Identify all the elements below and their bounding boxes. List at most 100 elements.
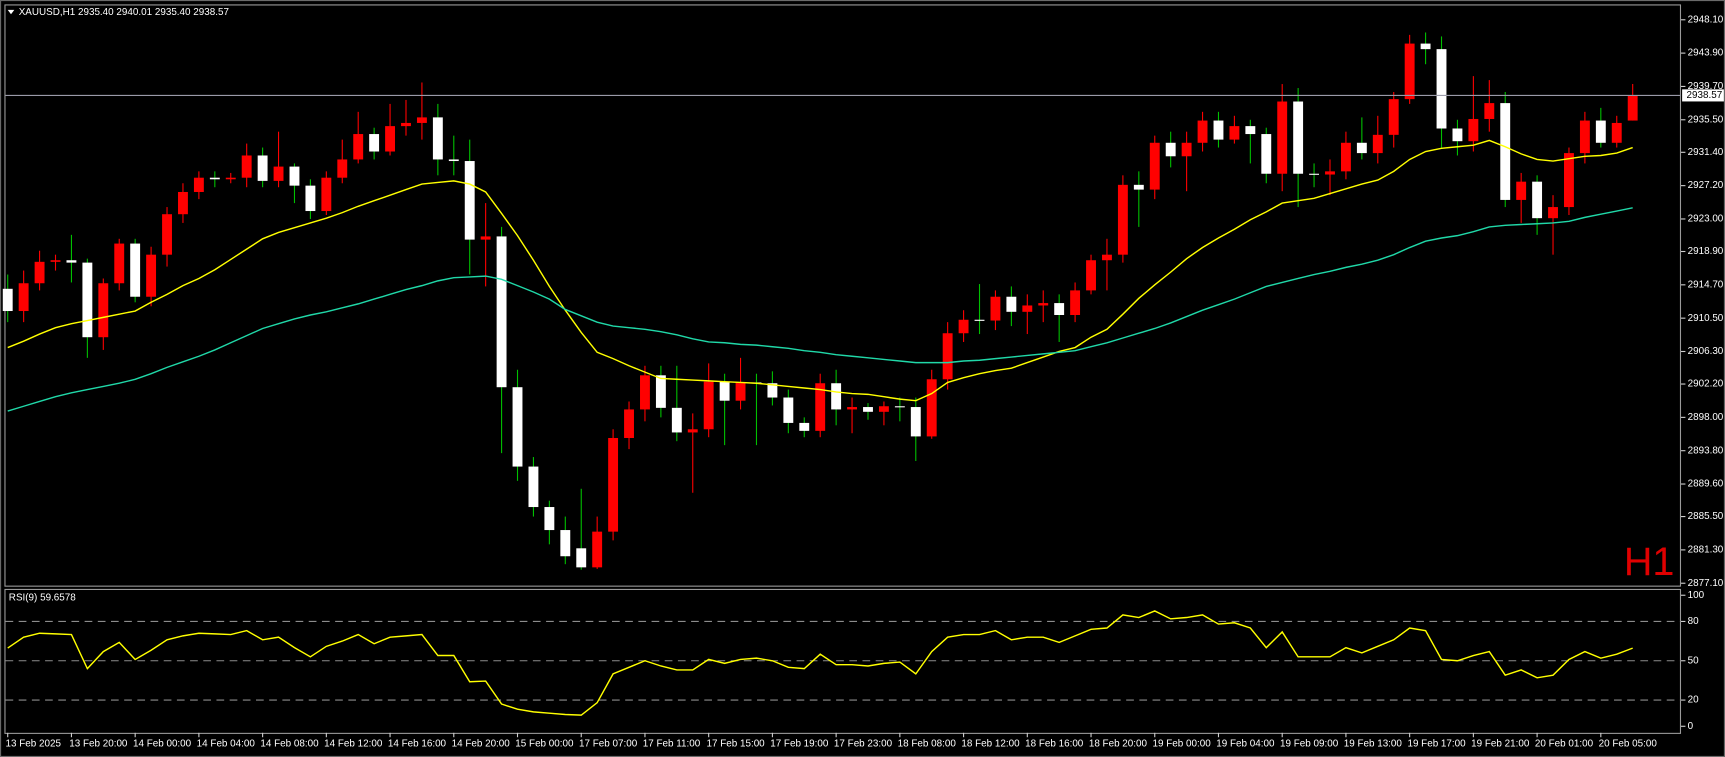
candle-body xyxy=(735,382,746,401)
candle-body xyxy=(1293,101,1304,174)
y-tick-label: 2910.50 xyxy=(1688,313,1724,324)
candle-body xyxy=(289,166,300,186)
candle-body xyxy=(655,375,666,408)
x-tick-label: 13 Feb 20:00 xyxy=(69,738,128,749)
candle-body xyxy=(130,243,141,297)
x-tick-label: 20 Feb 05:00 xyxy=(1599,738,1658,749)
candle-body xyxy=(1229,126,1240,140)
x-tick-label: 19 Feb 00:00 xyxy=(1153,738,1212,749)
candle-body xyxy=(942,333,953,380)
y-tick-label: 2939.70 xyxy=(1688,81,1724,92)
y-tick-label: 2889.60 xyxy=(1688,479,1724,490)
candle-body xyxy=(767,383,778,398)
candle-body xyxy=(146,254,157,297)
x-tick-label: 14 Feb 12:00 xyxy=(324,738,383,749)
candle-body xyxy=(592,531,603,568)
y-tick-label: 80 xyxy=(1688,616,1699,627)
candle-body xyxy=(464,161,475,240)
candle-body xyxy=(719,381,730,401)
candle-body xyxy=(385,126,396,152)
candle-body xyxy=(480,236,491,240)
y-tick-label: 0 xyxy=(1688,721,1694,732)
candle-body xyxy=(863,407,873,412)
candle-body xyxy=(1579,120,1590,154)
candle-body xyxy=(273,166,284,181)
y-tick-label: 2877.10 xyxy=(1688,578,1724,589)
y-tick-label: 2914.70 xyxy=(1688,279,1724,290)
candle-body xyxy=(337,159,348,178)
y-tick-label: 2902.20 xyxy=(1688,379,1724,390)
chart-header: XAUUSD,H1 2935.40 2940.01 2935.40 2938.5… xyxy=(19,7,229,18)
candle-body xyxy=(1468,118,1479,142)
candle-body xyxy=(703,381,714,430)
candle-body xyxy=(401,122,411,127)
candle-body xyxy=(1564,153,1574,208)
candle-body xyxy=(1006,296,1017,312)
candle-body xyxy=(1436,49,1447,129)
rsi-line xyxy=(7,610,1633,716)
y-tick-label: 2935.50 xyxy=(1688,114,1724,125)
candle-body xyxy=(496,236,507,388)
candle-body xyxy=(1611,122,1622,143)
candle-body xyxy=(1181,142,1192,157)
y-tick-label: 2906.30 xyxy=(1688,346,1724,357)
candle-body xyxy=(34,261,45,284)
candle-body xyxy=(847,407,858,410)
candle-body xyxy=(114,243,125,284)
x-tick-label: 19 Feb 04:00 xyxy=(1216,738,1275,749)
candle-body xyxy=(1054,303,1065,315)
candle-body xyxy=(18,283,29,312)
candle-body xyxy=(241,155,252,178)
candle-body xyxy=(926,379,937,437)
candle-body xyxy=(369,134,380,152)
y-tick-label: 2885.50 xyxy=(1688,511,1724,522)
candle-body xyxy=(671,407,682,433)
candle-body xyxy=(1388,99,1399,135)
candle-body xyxy=(1627,95,1638,121)
candle-body xyxy=(894,406,905,408)
x-tick-label: 17 Feb 07:00 xyxy=(579,738,638,749)
candle-body xyxy=(608,437,619,532)
candle-body xyxy=(831,383,842,410)
y-tick-label: 2927.20 xyxy=(1688,180,1724,191)
y-tick-label: 2898.00 xyxy=(1688,412,1724,423)
candle-body xyxy=(1102,254,1112,261)
candle-body xyxy=(910,407,921,437)
candle-body xyxy=(1070,290,1081,315)
candle-body xyxy=(560,530,571,557)
candle-body xyxy=(1420,43,1431,50)
x-tick-label: 18 Feb 16:00 xyxy=(1025,738,1084,749)
menu-arrow[interactable] xyxy=(7,9,15,15)
candle-body xyxy=(257,155,268,181)
candle-body xyxy=(416,117,427,123)
y-tick-label: 2943.90 xyxy=(1688,48,1724,59)
candle-body xyxy=(576,548,587,568)
x-tick-label: 19 Feb 17:00 xyxy=(1407,738,1466,749)
x-tick-label: 17 Feb 19:00 xyxy=(770,738,829,749)
candle-body xyxy=(1595,120,1606,143)
candle-body xyxy=(1516,181,1527,200)
y-tick-label: 2918.90 xyxy=(1688,246,1724,257)
candle-body xyxy=(1213,120,1224,140)
rsi-title: RSI(9) 59.6578 xyxy=(9,592,76,603)
candle-body xyxy=(1372,134,1383,154)
candle-body xyxy=(178,191,188,215)
x-tick-label: 18 Feb 08:00 xyxy=(898,738,957,749)
candle-body xyxy=(512,387,523,467)
price-label: 2938.57 xyxy=(1687,90,1723,101)
x-tick-label: 14 Feb 20:00 xyxy=(452,738,511,749)
candle-body xyxy=(1484,103,1495,119)
rsi-frame xyxy=(4,588,1682,734)
candle-body xyxy=(1500,103,1511,200)
candle-body xyxy=(640,375,650,410)
candle-body xyxy=(1038,303,1049,306)
candle-body xyxy=(878,406,889,412)
candle-body xyxy=(1117,184,1128,255)
candle-body xyxy=(225,177,236,180)
candle-body xyxy=(432,117,443,160)
x-tick-label: 17 Feb 15:00 xyxy=(706,738,765,749)
candle-body xyxy=(1133,184,1144,190)
x-tick-label: 19 Feb 09:00 xyxy=(1280,738,1339,749)
